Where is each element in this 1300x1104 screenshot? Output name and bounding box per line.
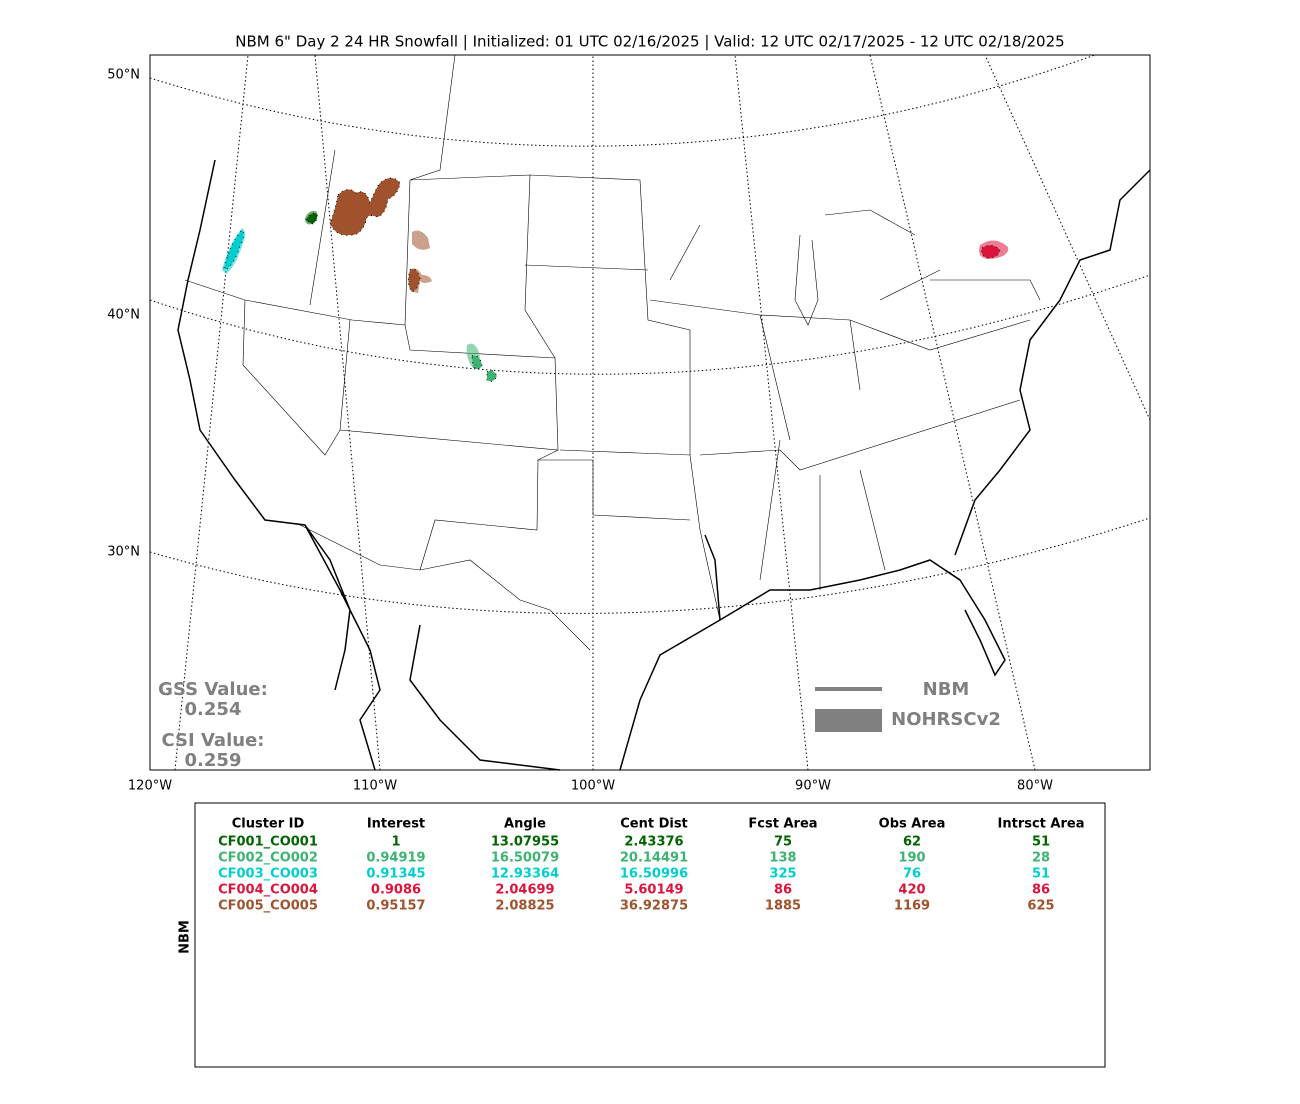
table-cell: 51 bbox=[1032, 835, 1050, 850]
table-cell: 75 bbox=[774, 835, 792, 850]
gss-label: GSS Value: bbox=[158, 679, 268, 700]
table-cell: 625 bbox=[1027, 899, 1054, 914]
table-cell: CF004_CO004 bbox=[218, 883, 318, 898]
table-cell: 20.14491 bbox=[620, 851, 688, 866]
lat-label: 30°N bbox=[107, 545, 140, 560]
table-cell: 2.08825 bbox=[495, 899, 554, 914]
lon-label: 90°W bbox=[795, 779, 831, 794]
lon-label: 110°W bbox=[353, 779, 397, 794]
fcst-cluster bbox=[223, 229, 245, 271]
lon-label: 80°W bbox=[1017, 779, 1053, 794]
table-cell: 0.9086 bbox=[371, 883, 421, 898]
fcst-cluster bbox=[471, 355, 498, 382]
table-cell: CF005_CO005 bbox=[218, 899, 318, 914]
table-header: Cluster ID bbox=[232, 817, 305, 832]
table-cell: 28 bbox=[1032, 851, 1050, 866]
table-header: Interest bbox=[367, 817, 425, 832]
table-cell: CF002_CO002 bbox=[218, 851, 318, 866]
table-side-label: NBM bbox=[178, 920, 193, 954]
fcst-cluster bbox=[981, 244, 1001, 259]
csi-value: 0.259 bbox=[185, 750, 242, 771]
legend-label: NOHRSCv2 bbox=[891, 709, 1001, 730]
table-cell: 62 bbox=[903, 835, 921, 850]
map bbox=[149, 54, 1151, 771]
table-cell: 12.93364 bbox=[491, 867, 559, 882]
great-lakes bbox=[794, 209, 941, 326]
table-cell: 138 bbox=[769, 851, 796, 866]
table-cell: CF001_CO001 bbox=[218, 835, 318, 850]
table-frame bbox=[194, 802, 1106, 1068]
table-cell: 86 bbox=[1032, 883, 1050, 898]
table-header: Obs Area bbox=[879, 817, 946, 832]
clusters bbox=[222, 177, 1009, 382]
coastline bbox=[177, 159, 1151, 771]
scores: GSS Value: 0.254 CSI Value: 0.259 bbox=[158, 679, 268, 771]
table-cell: 36.92875 bbox=[620, 899, 688, 914]
legend-label: NBM bbox=[923, 679, 970, 700]
table-cell: 0.94919 bbox=[366, 851, 425, 866]
fcst-cluster bbox=[305, 212, 318, 225]
lat-label: 50°N bbox=[107, 68, 140, 83]
table-header: Cent Dist bbox=[620, 817, 688, 832]
graticule bbox=[984, 54, 1151, 421]
table-cell: 51 bbox=[1032, 867, 1050, 882]
table-cell: 16.50996 bbox=[620, 867, 688, 882]
table-cell: 1169 bbox=[894, 899, 930, 914]
lon-label: 100°W bbox=[571, 779, 615, 794]
gss-value: 0.254 bbox=[185, 699, 242, 720]
table-cell: 325 bbox=[769, 867, 796, 882]
table-cell: 2.43376 bbox=[624, 835, 683, 850]
coastline bbox=[704, 534, 961, 621]
table-cell: 2.04699 bbox=[495, 883, 554, 898]
legend-swatch bbox=[815, 709, 882, 732]
table-cell: 420 bbox=[898, 883, 925, 898]
table-cell: 5.60149 bbox=[624, 883, 683, 898]
table-cell: 0.91345 bbox=[366, 867, 425, 882]
state-lines bbox=[184, 54, 1041, 651]
legend: NBM NOHRSCv2 bbox=[815, 679, 1001, 732]
title: NBM 6" Day 2 24 HR Snowfall | Initialize… bbox=[235, 33, 1064, 51]
table-header: Intrsct Area bbox=[998, 817, 1085, 832]
table-cell: 13.07955 bbox=[491, 835, 559, 850]
table-cell: 1 bbox=[391, 835, 400, 850]
graticule bbox=[149, 274, 1151, 375]
csi-label: CSI Value: bbox=[162, 730, 265, 751]
table-cell: 190 bbox=[898, 851, 925, 866]
table-cell: 86 bbox=[774, 883, 792, 898]
graticule bbox=[149, 517, 1151, 614]
table-header: Fcst Area bbox=[748, 817, 817, 832]
table-cell: 0.95157 bbox=[366, 899, 425, 914]
map-frame bbox=[149, 54, 1151, 771]
table-cell: 16.50079 bbox=[491, 851, 559, 866]
table-cell: 1885 bbox=[765, 899, 801, 914]
lon-label: 120°W bbox=[128, 779, 172, 794]
fcst-cluster bbox=[329, 177, 421, 293]
table-header: Angle bbox=[504, 817, 546, 832]
table-cell: 76 bbox=[903, 867, 921, 882]
table-cell: CF003_CO003 bbox=[218, 867, 318, 882]
lat-label: 40°N bbox=[107, 308, 140, 323]
